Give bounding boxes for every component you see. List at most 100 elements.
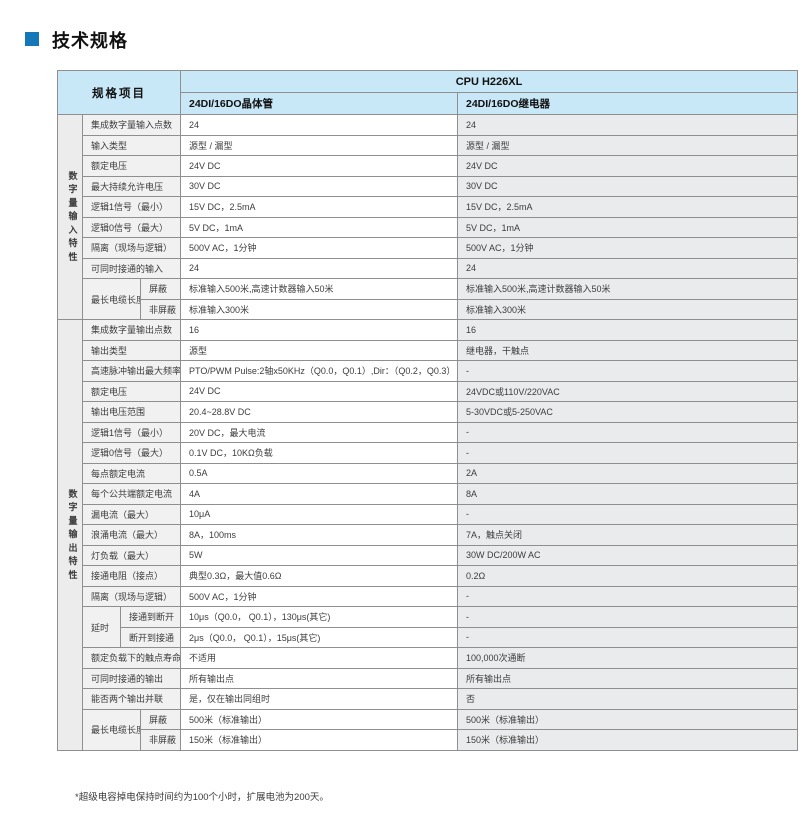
spec-value-transistor: 源型 / 漏型 xyxy=(180,134,458,156)
footnote: *超级电容掉电保持时间约为100个小时，扩展电池为200天。 xyxy=(75,792,329,803)
spec-value-transistor: 24V DC xyxy=(180,380,458,402)
spec-label: 逻辑1信号（最小） xyxy=(82,196,181,218)
spec-value-transistor: 15V DC，2.5mA xyxy=(180,196,458,218)
spec-sublabel: 屏蔽 xyxy=(140,708,181,730)
spec-value-relay: - xyxy=(456,442,799,464)
spec-value-transistor: 30V DC xyxy=(180,175,458,197)
section-title-row: 技术规格 xyxy=(25,27,128,53)
spec-label: 最长电缆长度 xyxy=(82,278,141,320)
spec-label: 输出类型 xyxy=(82,339,181,361)
spec-value-transistor: 24 xyxy=(180,114,458,136)
spec-sublabel: 非屏蔽 xyxy=(140,729,181,751)
spec-value-transistor: 500V AC，1分钟 xyxy=(180,237,458,259)
spec-value-relay: 8A xyxy=(456,483,799,505)
spec-value-transistor: 150米（标准输出） xyxy=(180,729,458,751)
spec-label: 能否两个输出并联 xyxy=(82,688,181,710)
spec-value-transistor: 典型0.3Ω，最大值0.6Ω xyxy=(180,565,458,587)
spec-value-transistor: 16 xyxy=(180,319,458,341)
spec-label: 每个公共端额定电流 xyxy=(82,483,181,505)
spec-sublabel: 接通到断开 xyxy=(120,606,181,628)
spec-value-relay: 30W DC/200W AC xyxy=(456,544,799,566)
spec-value-transistor: 标准输入500米,高速计数器输入50米 xyxy=(180,278,458,300)
spec-value-relay: 0.2Ω xyxy=(456,565,799,587)
spec-value-relay: 500米（标准输出） xyxy=(456,708,799,730)
spec-value-relay: 30V DC xyxy=(456,175,799,197)
spec-value-transistor: 24 xyxy=(180,257,458,279)
spec-label: 高速脉冲输出最大频率* xyxy=(82,360,181,382)
spec-value-transistor: 20V DC，最大电流 xyxy=(180,421,458,443)
spec-value-relay: 24V DC xyxy=(456,155,799,177)
section-marker-icon xyxy=(25,31,39,46)
spec-value-relay: 16 xyxy=(456,319,799,341)
spec-value-relay: 5V DC，1mA xyxy=(456,216,799,238)
spec-value-transistor: 4A xyxy=(180,483,458,505)
corner-header: 规格项目 xyxy=(57,70,181,115)
spec-value-relay: - xyxy=(456,606,799,628)
spec-label: 延时 xyxy=(82,606,121,648)
spec-value-relay: 7A，触点关闭 xyxy=(456,524,799,546)
spec-label: 灯负载（最大） xyxy=(82,544,181,566)
spec-value-transistor: 0.1V DC，10KΩ负载 xyxy=(180,442,458,464)
spec-value-relay: 继电器，干触点 xyxy=(456,339,799,361)
cpu-model-header: CPU H226XL xyxy=(179,70,799,93)
spec-value-relay: 100,000次通断 xyxy=(456,647,799,669)
spec-value-relay: 500V AC，1分钟 xyxy=(456,237,799,259)
spec-label: 额定负载下的触点寿命 xyxy=(82,647,181,669)
spec-value-transistor: 5V DC，1mA xyxy=(180,216,458,238)
spec-label: 逻辑0信号（最大） xyxy=(82,442,181,464)
spec-value-relay: 24 xyxy=(456,257,799,279)
spec-value-transistor: 标准输入300米 xyxy=(180,298,458,320)
spec-value-relay: 24VDC或110V/220VAC xyxy=(456,380,799,402)
spec-value-relay: - xyxy=(456,503,799,525)
spec-sublabel: 非屏蔽 xyxy=(140,298,181,320)
spec-label: 每点额定电流 xyxy=(82,462,181,484)
row-group-label: 数字量输出特性 xyxy=(57,319,83,751)
spec-label: 可同时接通的输入 xyxy=(82,257,181,279)
spec-value-relay: 2A xyxy=(456,462,799,484)
row-group-label: 数字量输入特性 xyxy=(57,114,83,320)
page-title: 技术规格 xyxy=(52,31,128,51)
spec-value-transistor: 10μA xyxy=(180,503,458,525)
spec-label: 输出电压范围 xyxy=(82,401,181,423)
spec-label: 输入类型 xyxy=(82,134,181,156)
spec-sublabel: 屏蔽 xyxy=(140,278,181,300)
spec-value-transistor: 0.5A xyxy=(180,462,458,484)
spec-value-transistor: 所有输出点 xyxy=(180,667,458,689)
spec-value-transistor: 24V DC xyxy=(180,155,458,177)
spec-value-relay: 否 xyxy=(456,688,799,710)
spec-value-relay: 150米（标准输出） xyxy=(456,729,799,751)
spec-value-relay: 24 xyxy=(456,114,799,136)
spec-label: 额定电压 xyxy=(82,155,181,177)
spec-value-relay: - xyxy=(456,360,799,382)
spec-value-transistor: 500米（标准输出） xyxy=(180,708,458,730)
spec-label: 额定电压 xyxy=(82,380,181,402)
spec-value-relay: - xyxy=(456,421,799,443)
spec-label: 隔离（现场与逻辑） xyxy=(82,237,181,259)
column-header-relay: 24DI/16DO继电器 xyxy=(456,92,799,115)
spec-label: 接通电阻（接点） xyxy=(82,565,181,587)
spec-value-transistor: 2μs（Q0.0， Q0.1），15μs(其它) xyxy=(180,626,458,648)
spec-label: 漏电流（最大） xyxy=(82,503,181,525)
spec-value-relay: 源型 / 漏型 xyxy=(456,134,799,156)
spec-value-transistor: 8A，100ms xyxy=(180,524,458,546)
spec-label: 浪涌电流（最大） xyxy=(82,524,181,546)
spec-label: 隔离（现场与逻辑） xyxy=(82,585,181,607)
spec-label: 最长电缆长度 xyxy=(82,708,141,751)
spec-value-relay: 所有输出点 xyxy=(456,667,799,689)
spec-label: 可同时接通的输出 xyxy=(82,667,181,689)
spec-value-relay: 15V DC，2.5mA xyxy=(456,196,799,218)
spec-value-transistor: 10μs（Q0.0， Q0.1），130μs(其它) xyxy=(180,606,458,628)
spec-value-relay: 5-30VDC或5-250VAC xyxy=(456,401,799,423)
spec-table-body: 数字量输入特性 集成数字量输入点数 24 24 输入类型 源型 / 漏型 源型 / 漏型 额定… xyxy=(57,114,799,751)
spec-value-transistor: PTO/PWM Pulse:2轴x50KHz（Q0.0，Q0.1）,Dir：（Q… xyxy=(180,360,458,382)
spec-value-transistor: 5W xyxy=(180,544,458,566)
spec-value-transistor: 20.4~28.8V DC xyxy=(180,401,458,423)
spec-value-relay: 标准输入500米,高速计数器输入50米 xyxy=(456,278,799,300)
spec-value-transistor: 不适用 xyxy=(180,647,458,669)
column-header-transistor: 24DI/16DO晶体管 xyxy=(180,92,458,115)
spec-value-relay: 标准输入300米 xyxy=(456,298,799,320)
spec-value-relay: - xyxy=(456,585,799,607)
spec-label: 集成数字量输出点数 xyxy=(82,319,181,341)
spec-label: 逻辑0信号（最大） xyxy=(82,216,181,238)
spec-label: 最大持续允许电压 xyxy=(82,175,181,197)
